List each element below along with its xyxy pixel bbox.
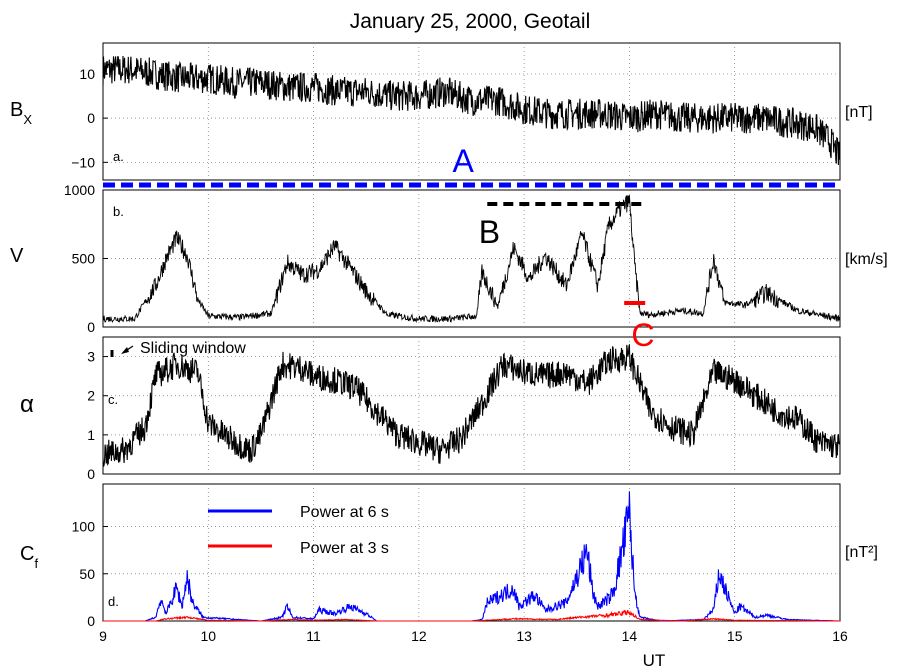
annotation-c: C xyxy=(631,317,654,353)
panel-d-series-1-line xyxy=(103,609,840,622)
annotation-b: B xyxy=(479,214,500,250)
panel-a-frame xyxy=(102,42,841,181)
panel-a-tag: a. xyxy=(113,149,124,164)
panel-b-series xyxy=(102,194,841,324)
panel-b-ytick-label: 0 xyxy=(87,319,95,335)
panel-c-ytick-label: 2 xyxy=(87,388,95,404)
x-tick-label: 15 xyxy=(727,628,743,644)
panel-d-ylabel-main: C xyxy=(20,543,34,565)
panel-a-ylabel-sub: X xyxy=(23,112,32,127)
panel-a-series xyxy=(102,55,841,166)
panel-b-ytick-label: 500 xyxy=(72,251,96,267)
panel-c-grid xyxy=(103,337,840,474)
panel-d-ytick-label: 100 xyxy=(72,519,96,535)
x-tick-label: 11 xyxy=(306,628,321,644)
panel-b-series-0-line xyxy=(102,194,841,324)
panel-c-ytick-label: 3 xyxy=(87,349,95,365)
panel-d-unit: [nT²] xyxy=(845,544,878,561)
x-tick-label: 13 xyxy=(516,628,532,644)
panel-a-ytick-label: 10 xyxy=(79,66,95,82)
annotation-a: A xyxy=(452,143,474,179)
legend-label-3s: Power at 3 s xyxy=(300,540,389,557)
panel-a-yticks: 10 0 −10 xyxy=(71,66,108,170)
annotation-sliding-window: Sliding window xyxy=(140,340,246,357)
panel-d-grid xyxy=(103,484,840,621)
panel-d: 100 50 0 d. Cf [nT²] Power at 6 s Power at… xyxy=(20,483,878,629)
panel-a-ylabel-main: B xyxy=(10,99,23,121)
panel-d-ylabel: Cf xyxy=(20,543,38,571)
panel-c-series-0-line xyxy=(102,344,841,467)
panel-a: 10 0 −10 a. BX [nT] xyxy=(10,42,873,181)
x-tick-label: 12 xyxy=(411,628,427,644)
panel-a-ytick-label: 0 xyxy=(87,110,95,126)
panel-c-ytick-label: 0 xyxy=(87,466,95,482)
panel-d-tag: d. xyxy=(108,594,119,609)
panel-b-grid xyxy=(103,190,840,327)
x-tick-labels: 9 10 11 12 13 14 15 16 xyxy=(99,628,848,644)
panel-b-tag: b. xyxy=(113,204,124,219)
x-tick-label: 16 xyxy=(832,628,848,644)
x-tick-label: 14 xyxy=(622,628,638,644)
panel-d-yticks: 100 50 0 xyxy=(72,519,108,629)
sliding-window-arrowhead xyxy=(121,347,129,354)
legend: Power at 6 s Power at 3 s xyxy=(208,504,389,557)
panel-a-ylabel: BX xyxy=(10,99,32,127)
panel-b-ytick-label: 1000 xyxy=(64,182,95,198)
panel-a-unit: [nT] xyxy=(845,104,873,121)
x-axis-label: UT xyxy=(643,651,666,670)
panel-c: 3 2 1 0 c. α xyxy=(20,336,841,482)
panel-d-series xyxy=(103,491,840,622)
chart-title: January 25, 2000, Geotail xyxy=(350,10,591,33)
panel-b-unit: [km/s] xyxy=(845,251,888,268)
panel-d-ylabel-sub: f xyxy=(34,556,38,571)
panel-a-ytick-label: −10 xyxy=(71,154,95,170)
panel-c-tag: c. xyxy=(108,392,118,407)
panel-a-series-0-line xyxy=(102,55,841,166)
panel-c-yticks: 3 2 1 0 xyxy=(87,349,108,482)
panel-d-ytick-label: 50 xyxy=(79,566,95,582)
x-tick-label: 10 xyxy=(200,628,216,644)
panel-d-ytick-label: 0 xyxy=(87,613,95,629)
panel-b-ylabel: V xyxy=(10,245,24,267)
panel-c-series xyxy=(102,344,841,467)
panel-c-frame xyxy=(102,336,841,475)
panel-b-yticks: 1000 500 0 xyxy=(64,182,108,335)
panel-b: 1000 500 0 b. V [km/s] xyxy=(10,182,888,335)
panel-c-ytick-label: 1 xyxy=(87,427,95,443)
legend-label-6s: Power at 6 s xyxy=(300,504,389,521)
panel-c-ylabel: α xyxy=(20,391,34,418)
x-tick-label: 9 xyxy=(99,628,107,644)
